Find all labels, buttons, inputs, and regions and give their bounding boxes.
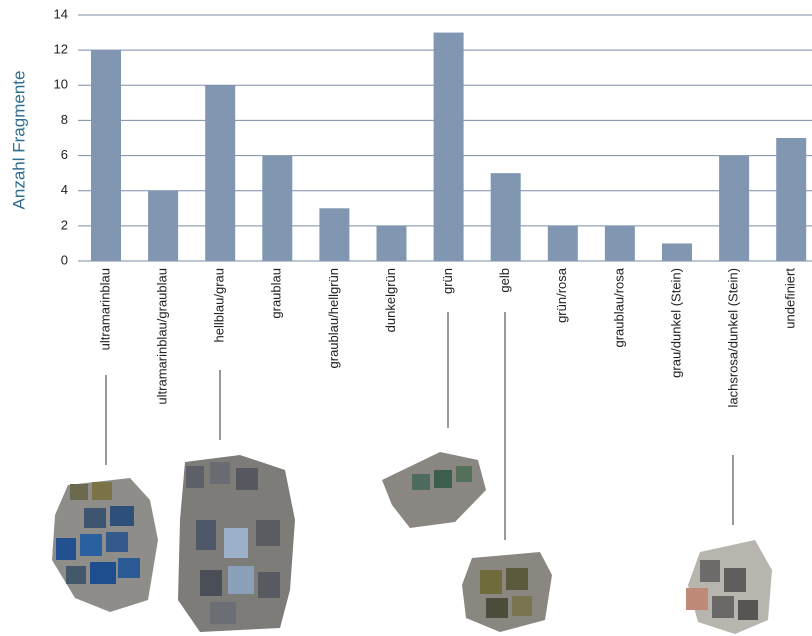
y-tick-label: 4 bbox=[61, 182, 68, 197]
fragment-photos bbox=[52, 452, 772, 634]
fragment-1 bbox=[52, 478, 158, 612]
fragment-2 bbox=[178, 455, 295, 632]
y-tick-label: 0 bbox=[61, 252, 68, 267]
x-tick-label: grau/dunkel (Stein) bbox=[668, 268, 683, 378]
bar bbox=[319, 208, 350, 261]
bar bbox=[490, 173, 521, 261]
bar bbox=[376, 225, 407, 261]
x-tick-label: ultramarinblau/graublau bbox=[155, 268, 170, 405]
bar bbox=[662, 243, 692, 261]
x-tick-label: graublau bbox=[269, 268, 284, 319]
bar bbox=[433, 32, 464, 262]
bar bbox=[262, 155, 293, 261]
fragment-5 bbox=[686, 540, 772, 634]
bar bbox=[604, 225, 635, 261]
y-tick-label: 8 bbox=[61, 112, 68, 127]
y-tick-label: 10 bbox=[54, 77, 68, 92]
leader-lines bbox=[105, 312, 734, 540]
fragment-4 bbox=[462, 552, 552, 632]
y-tick-label: 14 bbox=[54, 6, 68, 21]
bar bbox=[148, 190, 179, 261]
x-tick-label: graublau/rosa bbox=[611, 267, 626, 347]
bar bbox=[776, 138, 807, 261]
x-tick-label: hellblau/grau bbox=[212, 268, 227, 342]
x-tick-label: dunkelgrün bbox=[383, 268, 398, 332]
y-tick-label: 12 bbox=[54, 42, 68, 57]
x-tick-label: ultramarinblau bbox=[97, 268, 112, 350]
y-tick-label: 2 bbox=[61, 217, 68, 232]
x-tick-label: undefiniert bbox=[783, 268, 798, 329]
bar bbox=[719, 155, 750, 261]
x-tick-label: grün/rosa bbox=[554, 267, 569, 323]
x-tick-label: lachsrosa/dunkel (Stein) bbox=[726, 268, 741, 407]
bar bbox=[91, 50, 121, 262]
fragment-3 bbox=[382, 452, 486, 528]
x-tick-label: gelb bbox=[497, 268, 512, 293]
bar bbox=[547, 225, 578, 261]
y-tick-label: 6 bbox=[61, 147, 68, 162]
y-axis-label: Anzahl Fragmente bbox=[9, 71, 28, 210]
bar bbox=[205, 85, 236, 262]
x-tick-label: graublau/hellgrün bbox=[326, 268, 341, 368]
plot: 0 2 4 6 8 10 12 14 ultramarinblau ultramarinblau/… bbox=[54, 6, 812, 407]
x-tick-label: grün bbox=[440, 268, 455, 294]
